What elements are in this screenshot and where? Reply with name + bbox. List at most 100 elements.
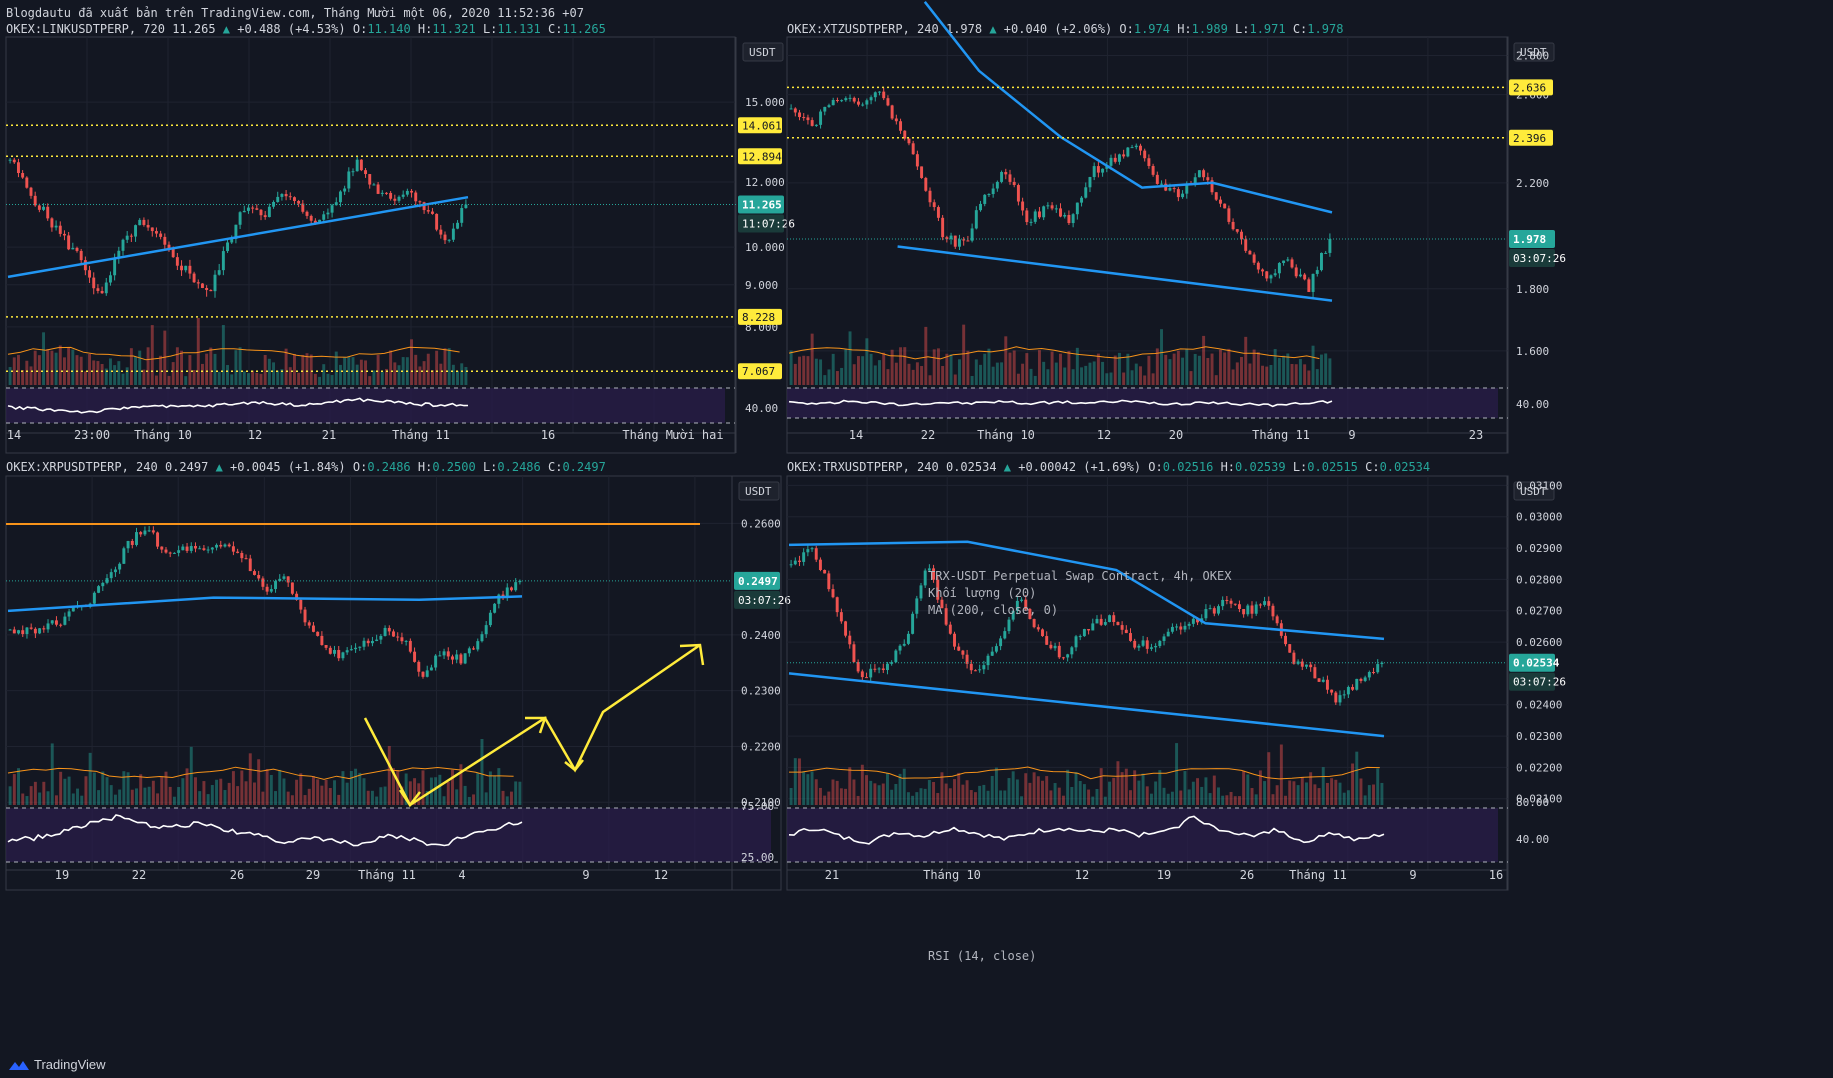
volume-bar bbox=[1071, 369, 1075, 385]
candle-body bbox=[1042, 206, 1046, 218]
volume-bar bbox=[793, 363, 797, 385]
volume-bar bbox=[1151, 373, 1155, 385]
candle-body bbox=[886, 663, 889, 671]
volume-bar bbox=[1176, 350, 1180, 385]
volume-bar bbox=[215, 779, 219, 805]
candle-body bbox=[54, 225, 58, 228]
candle-body bbox=[1256, 262, 1260, 270]
volume-bar bbox=[21, 370, 25, 385]
candle-body bbox=[932, 202, 936, 208]
volume-bar bbox=[1164, 354, 1168, 385]
candle-body bbox=[269, 589, 273, 592]
candle-body bbox=[1063, 214, 1067, 217]
candle-body bbox=[384, 192, 388, 194]
volume-bar bbox=[347, 356, 351, 385]
volume-bar bbox=[305, 353, 309, 385]
volume-bar bbox=[932, 782, 936, 805]
volume-bar bbox=[231, 771, 235, 805]
time-tick-label: 23 bbox=[1469, 428, 1483, 442]
countdown-label: 03:07:26 bbox=[1513, 252, 1566, 265]
candle-body bbox=[1149, 647, 1153, 649]
volume-bar bbox=[488, 771, 492, 805]
candle-body bbox=[966, 240, 970, 242]
volume-bar bbox=[827, 369, 831, 385]
candle-body bbox=[316, 631, 320, 636]
legend-rsi: RSI (14, close) bbox=[928, 949, 1037, 963]
candle-body bbox=[134, 225, 138, 237]
volume-bar bbox=[878, 360, 881, 385]
volume-bar bbox=[121, 373, 125, 385]
volume-bar bbox=[969, 790, 973, 805]
volume-bar bbox=[1105, 373, 1109, 385]
volume-bar bbox=[242, 371, 246, 385]
candle-body bbox=[467, 648, 471, 654]
volume-bar bbox=[1284, 795, 1287, 805]
volume-bar bbox=[240, 770, 244, 805]
candle-body bbox=[1133, 640, 1137, 648]
volume-bar bbox=[54, 352, 58, 385]
volume-bar bbox=[12, 357, 16, 385]
candle-body bbox=[118, 563, 122, 570]
volume-bar bbox=[59, 771, 63, 805]
candle-body bbox=[793, 560, 797, 565]
rsi-tick-label: 40.00 bbox=[745, 402, 778, 415]
volume-bar bbox=[1313, 784, 1317, 805]
volume-bar bbox=[927, 780, 931, 805]
volume-bar bbox=[1225, 795, 1229, 805]
candle-body bbox=[227, 544, 231, 547]
candle-body bbox=[1227, 208, 1231, 222]
volume-bar bbox=[324, 779, 328, 805]
volume-bar bbox=[84, 776, 88, 805]
volume-bar bbox=[29, 786, 33, 805]
candle-body bbox=[455, 654, 459, 660]
candle-body bbox=[865, 100, 869, 105]
level-label-box bbox=[1509, 79, 1553, 96]
candle-body bbox=[438, 655, 442, 657]
volume-bar bbox=[464, 367, 468, 385]
candle-body bbox=[1074, 636, 1078, 648]
volume-bar bbox=[328, 788, 332, 805]
candle-body bbox=[1179, 626, 1183, 630]
candle-body bbox=[814, 124, 818, 126]
time-tick-label: Tháng 11 bbox=[358, 868, 416, 882]
volume-bar bbox=[396, 770, 400, 805]
panel-border bbox=[5, 36, 736, 454]
candle-body bbox=[928, 190, 932, 203]
volume-bar bbox=[252, 782, 256, 805]
volume-bar bbox=[1037, 350, 1041, 385]
volume-bar bbox=[1139, 366, 1142, 385]
tradingview-logo-icon bbox=[9, 1060, 29, 1070]
candle-body bbox=[198, 548, 202, 550]
volume-bar bbox=[333, 780, 336, 805]
volume-bar bbox=[370, 790, 374, 805]
candle-body bbox=[1057, 645, 1061, 658]
candle-body bbox=[210, 547, 214, 550]
volume-bar bbox=[1305, 782, 1308, 805]
volume-bar bbox=[840, 367, 844, 385]
volume-bar bbox=[238, 347, 242, 385]
level-label-box bbox=[1509, 129, 1553, 146]
volume-bar bbox=[1325, 782, 1329, 805]
volume-bar bbox=[1217, 787, 1220, 805]
volume-bar bbox=[1189, 371, 1193, 385]
volume-bar bbox=[1012, 350, 1016, 385]
volume-bar bbox=[814, 358, 818, 385]
candle-body bbox=[400, 637, 404, 642]
candle-body bbox=[1196, 618, 1200, 623]
volume-bar bbox=[1042, 361, 1046, 385]
volume-bar bbox=[890, 789, 894, 805]
volume-bar bbox=[1334, 779, 1338, 805]
candle-body bbox=[1084, 187, 1088, 198]
volume-bar bbox=[810, 771, 814, 805]
candle-body bbox=[236, 551, 240, 553]
tradingview-brand[interactable]: TradingView bbox=[8, 1057, 106, 1072]
volume-bar bbox=[334, 351, 338, 385]
candle-body bbox=[1015, 600, 1019, 611]
volume-bar bbox=[1130, 370, 1134, 385]
brand-name: TradingView bbox=[34, 1057, 106, 1072]
volume-bar bbox=[1036, 776, 1040, 805]
high-value: 0.2500 bbox=[432, 460, 476, 474]
volume-bar bbox=[109, 785, 113, 805]
volume-bar bbox=[505, 796, 509, 805]
